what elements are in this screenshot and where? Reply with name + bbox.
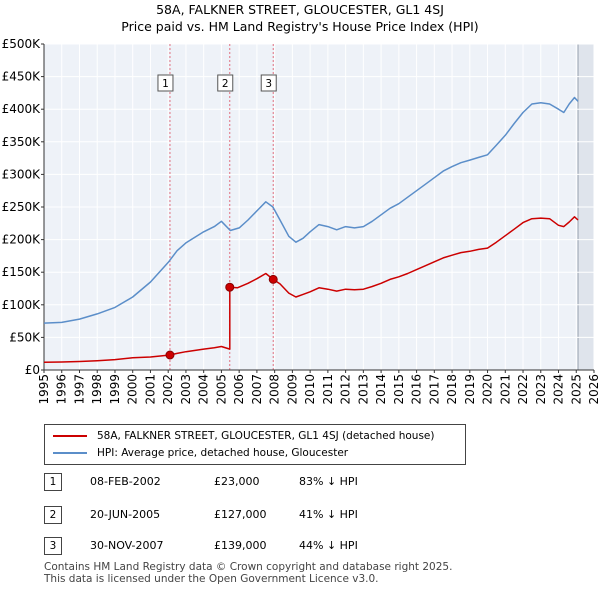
x-tick-label: 2012 [339,374,353,405]
sale-date: 20-JUN-2005 [90,508,161,521]
sale-number-badge: 3 [44,537,62,555]
footer-attribution: Contains HM Land Registry data © Crown c… [44,561,452,585]
sale-number-label: 3 [265,78,272,90]
y-tick-label: £500K [2,37,42,51]
x-tick-label: 1997 [72,374,86,405]
property-series-line [43,216,579,363]
y-tick-label: £100K [2,298,42,312]
x-tick-label: 2026 [587,374,600,405]
sale-hpi-diff: 41% ↓ HPI [299,508,358,521]
x-tick-label: 2003 [179,374,193,405]
x-tick-label: 2018 [445,374,459,405]
y-tick-label: £250K [2,200,42,214]
x-tick-label: 2022 [516,374,530,405]
sale-point [268,274,278,284]
sale-row: 3 30-NOV-2007 £139,000 44% ↓ HPI [44,537,444,555]
x-tick-label: 2011 [321,374,335,405]
price-chart: £0 £50K £100K £150K £200K £250K £300K £350K £400… [2,37,600,405]
sale-number-box [217,74,234,92]
x-tick-label: 2008 [268,374,282,405]
x-tick-label: 1998 [90,374,104,405]
x-tick-label: 2004 [197,374,211,405]
x-tick-label: 2006 [232,374,246,405]
sale-hpi-diff: 83% ↓ HPI [299,475,358,488]
sale-price: £127,000 [214,508,267,521]
legend-item-property: 58A, FALKNER STREET, GLOUCESTER, GL1 4SJ… [53,428,435,444]
sale-number-box [260,74,277,92]
sale-date: 08-FEB-2002 [90,475,161,488]
sale-row: 2 20-JUN-2005 £127,000 41% ↓ HPI [44,506,444,524]
sale-point [165,350,175,360]
x-tick-label: 2023 [534,374,548,405]
sale-number-badge: 2 [44,506,62,524]
sale-number-box [157,74,174,92]
x-tick-label: 2000 [126,374,140,405]
x-tick-label: 2015 [392,374,406,405]
chart-subtitle: Price paid vs. HM Land Registry's House … [121,19,479,34]
sale-price: £23,000 [214,475,260,488]
x-tick-label: 2021 [498,374,512,405]
sale-price: £139,000 [214,539,267,552]
x-tick-label: 2019 [463,374,477,405]
hpi-series-line [43,96,579,324]
sale-hpi-diff: 44% ↓ HPI [299,539,358,552]
x-tick-label: 2016 [410,374,424,405]
x-tick-label: 2010 [303,374,317,405]
y-tick-label: £0 [25,363,40,377]
x-tick-label: 2013 [356,374,370,405]
y-tick-label: £350K [2,135,42,149]
legend-label-hpi: HPI: Average price, detached house, Glou… [97,447,349,459]
y-tick-label: £50K [9,330,41,344]
y-tick-label: £200K [2,233,42,247]
x-tick-label: 2001 [143,374,157,405]
y-tick-label: £300K [2,167,42,181]
x-tick-label: 2002 [161,374,175,405]
sale-point [225,282,235,292]
x-tick-label: 1999 [108,374,122,405]
x-tick-label: 1995 [37,374,51,405]
x-tick-label: 2024 [552,374,566,405]
legend-swatch-hpi [53,452,87,454]
legend-swatch-property [53,435,87,437]
x-tick-label: 2014 [374,374,388,405]
sale-number-label: 1 [162,78,169,90]
x-tick-label: 2009 [285,374,299,405]
y-tick-label: £150K [2,265,42,279]
sale-number-badge: 1 [44,473,62,491]
sale-row: 1 08-FEB-2002 £23,000 83% ↓ HPI [44,473,444,491]
footer-line-licence: This data is licensed under the Open Gov… [44,573,379,585]
sale-date: 30-NOV-2007 [90,539,164,552]
x-tick-label: 2017 [427,374,441,405]
legend-item-hpi: HPI: Average price, detached house, Glou… [53,445,348,461]
chart-legend: 58A, FALKNER STREET, GLOUCESTER, GL1 4SJ… [44,424,466,465]
footer-line-copyright: Contains HM Land Registry data © Crown c… [44,561,453,573]
x-tick-label: 2007 [250,374,264,405]
legend-label-property: 58A, FALKNER STREET, GLOUCESTER, GL1 4SJ… [97,430,435,442]
sale-number-label: 2 [222,78,229,90]
x-tick-label: 2025 [569,374,583,405]
y-tick-label: £400K [2,102,42,116]
chart-title: 58A, FALKNER STREET, GLOUCESTER, GL1 4SJ [156,2,444,17]
y-tick-label: £450K [2,70,42,84]
x-tick-label: 2005 [214,374,228,405]
x-tick-label: 2020 [481,374,495,405]
x-tick-label: 1996 [55,374,69,405]
